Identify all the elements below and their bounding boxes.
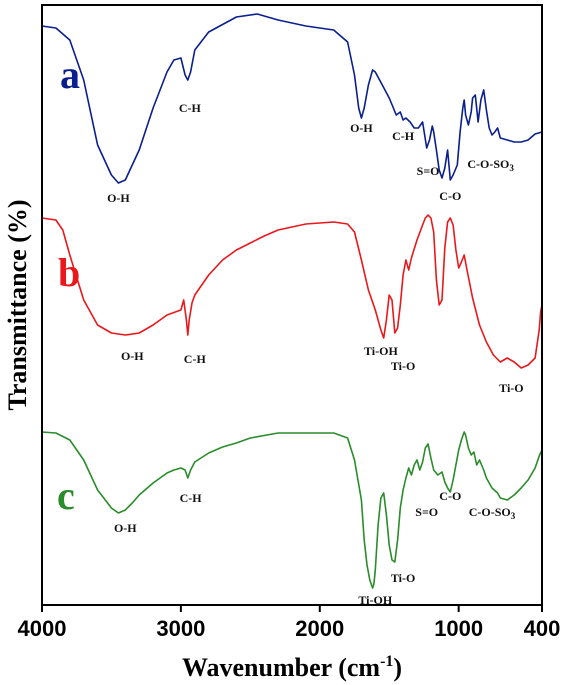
plot-frame xyxy=(41,4,543,606)
peak-label-16: C-O-SO3 xyxy=(469,505,516,521)
peak-label-3: C-H xyxy=(392,129,415,143)
series-letter-layer: a b c xyxy=(57,52,80,518)
series-line-b xyxy=(41,214,543,369)
peak-label-6: C-O-SO3 xyxy=(467,157,514,173)
peak-label-17: Ti-O xyxy=(391,571,415,585)
y-axis-title: Transmittance (%) xyxy=(3,199,32,410)
series-letter-b: b xyxy=(58,250,80,295)
peak-label-1: C-H xyxy=(179,101,202,115)
x-tick-label-4000: 4000 xyxy=(18,616,67,641)
peak-label-4: S=O xyxy=(417,164,440,178)
series-letter-c: c xyxy=(57,473,75,518)
peak-label-8: C-H xyxy=(184,352,207,366)
series-line-a xyxy=(41,13,543,184)
peak-label-18: Ti-OH xyxy=(358,593,392,607)
series-layer xyxy=(41,13,543,589)
x-axis-ticks: 4000 3000 2000 1000 400 xyxy=(18,605,561,641)
peak-label-7: O-H xyxy=(121,349,144,363)
x-axis-title: Wavenumber (cm-1) xyxy=(182,653,402,682)
x-tick-label-400: 400 xyxy=(524,616,561,641)
series-letter-a: a xyxy=(60,52,80,97)
peak-label-13: C-H xyxy=(180,491,203,505)
peak-label-14: C-O xyxy=(439,489,461,503)
peak-label-0: O-H xyxy=(107,191,130,205)
peak-label-5: C-O xyxy=(439,189,461,203)
peak-label-15: S=O xyxy=(415,505,438,519)
series-line-c xyxy=(41,431,543,589)
peak-label-11: Ti-O xyxy=(499,381,523,395)
x-tick-label-1000: 1000 xyxy=(434,616,483,641)
peak-label-2: O-H xyxy=(350,121,373,135)
peak-label-12: O-H xyxy=(114,521,137,535)
peak-label-9: Ti-OH xyxy=(364,344,398,358)
x-tick-label-3000: 3000 xyxy=(156,616,205,641)
peak-label-10: Ti-O xyxy=(391,359,415,373)
x-tick-label-2000: 2000 xyxy=(295,616,344,641)
